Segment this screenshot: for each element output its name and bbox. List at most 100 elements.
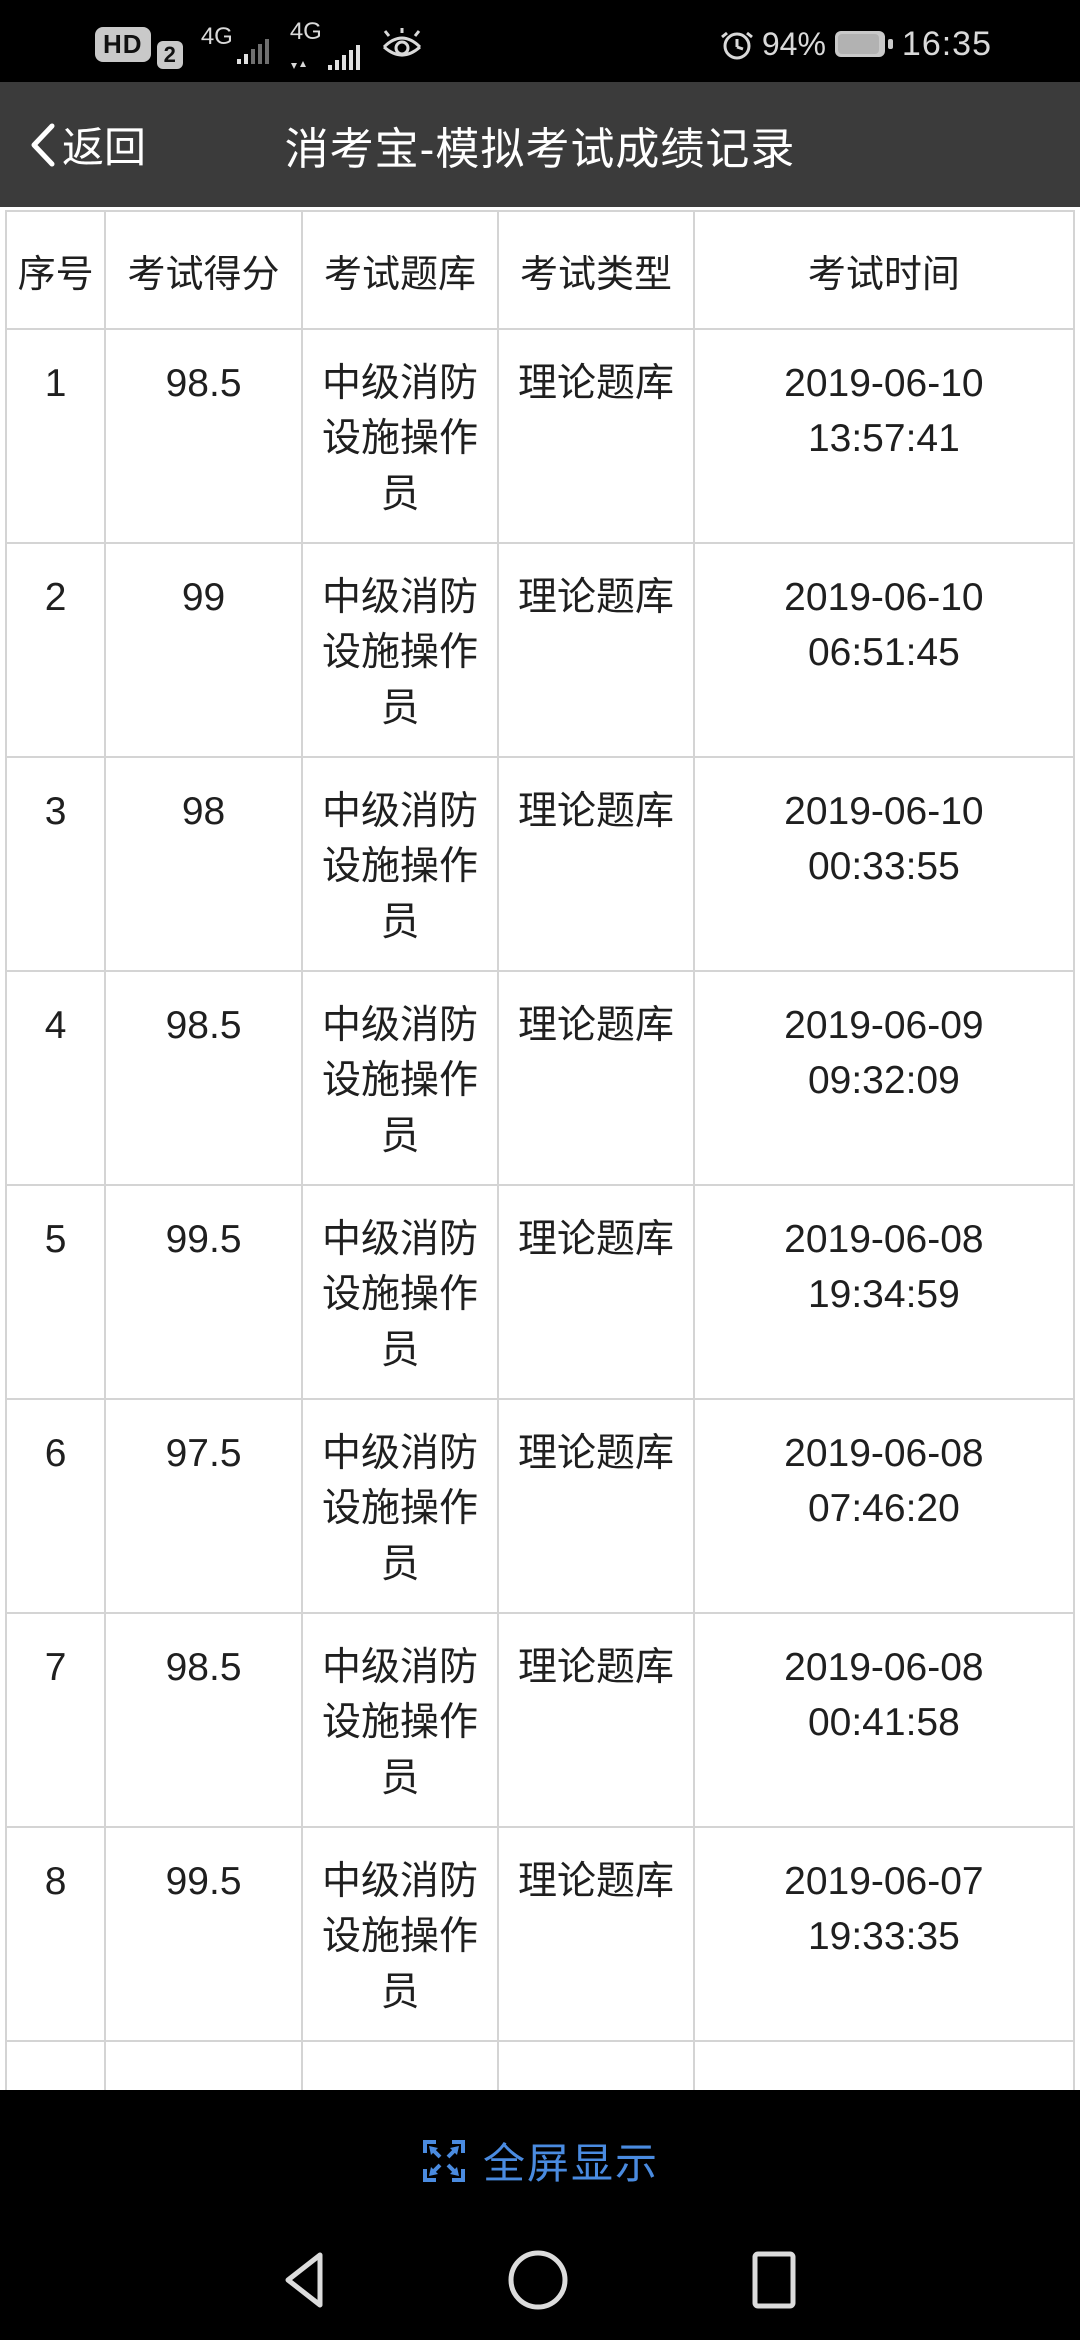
android-nav-bar	[280, 2248, 800, 2312]
cell-bank: 中级消防设施操作员	[300, 542, 500, 758]
page-title: 消考宝-模拟考试成绩记录	[284, 124, 796, 174]
cell-clock-line: 00:33:55	[807, 845, 960, 889]
cell-time: 2019-06-08 19:34:59	[692, 1184, 1076, 1400]
cell-bank: 中级消防设施操作员	[300, 1612, 500, 1828]
cell-type: 理论题库	[497, 970, 695, 1186]
col-header-bank: 考试题库	[300, 210, 500, 330]
cell-type: 理论题库	[497, 1184, 695, 1400]
cell-empty	[497, 2040, 695, 2090]
cell-clock-line: 06:51:45	[807, 631, 960, 675]
table-row: 4 98.5 中级消防设施操作员 理论题库 2019-06-09 09:32:0…	[4, 970, 1076, 1186]
cell-date-line: 2019-06-10	[784, 576, 984, 619]
sim2-badge-icon: 2	[156, 40, 183, 69]
table-row: 7 98.5 中级消防设施操作员 理论题库 2019-06-08 00:41:5…	[4, 1612, 1076, 1828]
cell-score: 98.5	[104, 328, 303, 544]
footer: 全屏显示	[0, 2090, 1080, 2340]
table-row: 5 99.5 中级消防设施操作员 理论题库 2019-06-08 19:34:5…	[4, 1184, 1076, 1400]
cell-index: 6	[4, 1398, 107, 1614]
cell-time: 2019-06-07 19:33:35	[692, 1826, 1076, 2042]
nav-recents-icon[interactable]	[748, 2249, 800, 2311]
status-bar: HD 2 4G 4G	[0, 0, 1080, 82]
cell-type: 理论题库	[497, 328, 695, 544]
nav-back-icon[interactable]	[280, 2249, 328, 2311]
fullscreen-button[interactable]: 全屏显示	[421, 2130, 659, 2191]
table-row: 2 99 中级消防设施操作员 理论题库 2019-06-10 06:51:45	[4, 542, 1076, 758]
cell-bank: 中级消防设施操作员	[300, 756, 500, 972]
cell-type: 理论题库	[497, 1826, 695, 2042]
table-header-row: 序号 考试得分 考试题库 考试类型 考试时间	[4, 210, 1076, 330]
cell-date-line: 2019-06-09	[784, 1004, 984, 1047]
data-arrows-icon: 4G	[290, 18, 325, 70]
cell-index: 1	[4, 328, 107, 544]
battery-percent: 94%	[761, 25, 826, 62]
alarm-clock-icon	[720, 31, 753, 60]
status-time: 16:35	[901, 24, 992, 63]
back-chevron-icon	[31, 123, 55, 166]
network-type-label: 4G	[200, 23, 233, 50]
signal-strength-icon-sim2: 4G	[290, 18, 363, 71]
cell-time: 2019-06-10 13:57:41	[692, 328, 1076, 544]
scores-table: 序号 考试得分 考试题库 考试类型 考试时间 1 98.5 中级消防设施操作员 …	[4, 210, 1076, 2090]
cell-time: 2019-06-09 09:32:09	[692, 970, 1076, 1186]
cell-date-line: 2019-06-08	[784, 1646, 984, 1689]
cell-score: 98.5	[104, 1612, 303, 1828]
network-type-label: 4G	[289, 17, 322, 45]
cell-index: 7	[4, 1612, 107, 1828]
col-header-score: 考试得分	[104, 210, 303, 330]
nav-home-icon[interactable]	[506, 2248, 570, 2312]
table-row: 1 98.5 中级消防设施操作员 理论题库 2019-06-10 13:57:4…	[4, 328, 1076, 544]
col-header-type: 考试类型	[497, 210, 695, 330]
updown-arrows-icon	[290, 60, 306, 69]
cell-date-line: 2019-06-10	[784, 790, 984, 833]
battery-icon	[834, 31, 893, 57]
table-row: 3 98 中级消防设施操作员 理论题库 2019-06-10 00:33:55	[4, 756, 1076, 972]
cell-type: 理论题库	[497, 1612, 695, 1828]
cell-time: 2019-06-08 00:41:58	[692, 1612, 1076, 1828]
cell-index: 8	[4, 1826, 107, 2042]
cell-score: 98	[104, 756, 303, 972]
cell-index: 4	[4, 970, 107, 1186]
cell-score: 97.5	[104, 1398, 303, 1614]
cell-time: 2019-06-08 07:46:20	[692, 1398, 1076, 1614]
cell-clock-line: 00:41:58	[807, 1701, 960, 1745]
cell-type: 理论题库	[497, 1398, 695, 1614]
fullscreen-expand-icon	[422, 2139, 465, 2182]
cell-empty	[300, 2040, 500, 2090]
back-label: 返回	[62, 124, 147, 171]
cell-index: 3	[4, 756, 107, 972]
col-header-time: 考试时间	[692, 210, 1076, 330]
back-button[interactable]: 返回	[28, 82, 146, 207]
cell-score: 98.5	[104, 970, 303, 1186]
table-row: 8 99.5 中级消防设施操作员 理论题库 2019-06-07 19:33:3…	[4, 1826, 1076, 2042]
cell-bank: 中级消防设施操作员	[300, 328, 500, 544]
cell-date-line: 2019-06-07	[784, 1860, 984, 1903]
cell-clock-line: 07:46:20	[807, 1487, 960, 1531]
col-header-index: 序号	[4, 210, 107, 330]
status-right-cluster: 94% 16:35	[712, 25, 992, 64]
cell-clock-line: 19:34:59	[807, 1273, 960, 1317]
cell-empty	[104, 2040, 303, 2090]
table-row-partial	[4, 2040, 1076, 2090]
app-header: 返回 消考宝-模拟考试成绩记录	[0, 82, 1080, 207]
table-area: 序号 考试得分 考试题库 考试类型 考试时间 1 98.5 中级消防设施操作员 …	[0, 207, 1080, 2090]
cell-bank: 中级消防设施操作员	[300, 1826, 500, 2042]
cell-clock-line: 19:33:35	[807, 1915, 960, 1959]
signal-bars-icon	[236, 39, 269, 64]
cell-bank: 中级消防设施操作员	[300, 1184, 500, 1400]
cell-date-line: 2019-06-10	[784, 362, 984, 405]
signal-strength-icon-sim1: 4G	[201, 23, 272, 65]
signal-bars-icon	[327, 44, 360, 70]
fullscreen-label: 全屏显示	[482, 2140, 659, 2187]
cell-time: 2019-06-10 06:51:45	[692, 542, 1076, 758]
cell-type: 理论题库	[497, 542, 695, 758]
cell-score: 99.5	[104, 1184, 303, 1400]
cell-bank: 中级消防设施操作员	[300, 1398, 500, 1614]
cell-type: 理论题库	[497, 756, 695, 972]
table-row: 6 97.5 中级消防设施操作员 理论题库 2019-06-08 07:46:2…	[4, 1398, 1076, 1614]
cell-clock-line: 13:57:41	[807, 417, 960, 461]
cell-bank: 中级消防设施操作员	[300, 970, 500, 1186]
cell-empty	[692, 2040, 1076, 2090]
cell-empty	[4, 2040, 107, 2090]
cell-clock-line: 09:32:09	[807, 1059, 960, 1103]
